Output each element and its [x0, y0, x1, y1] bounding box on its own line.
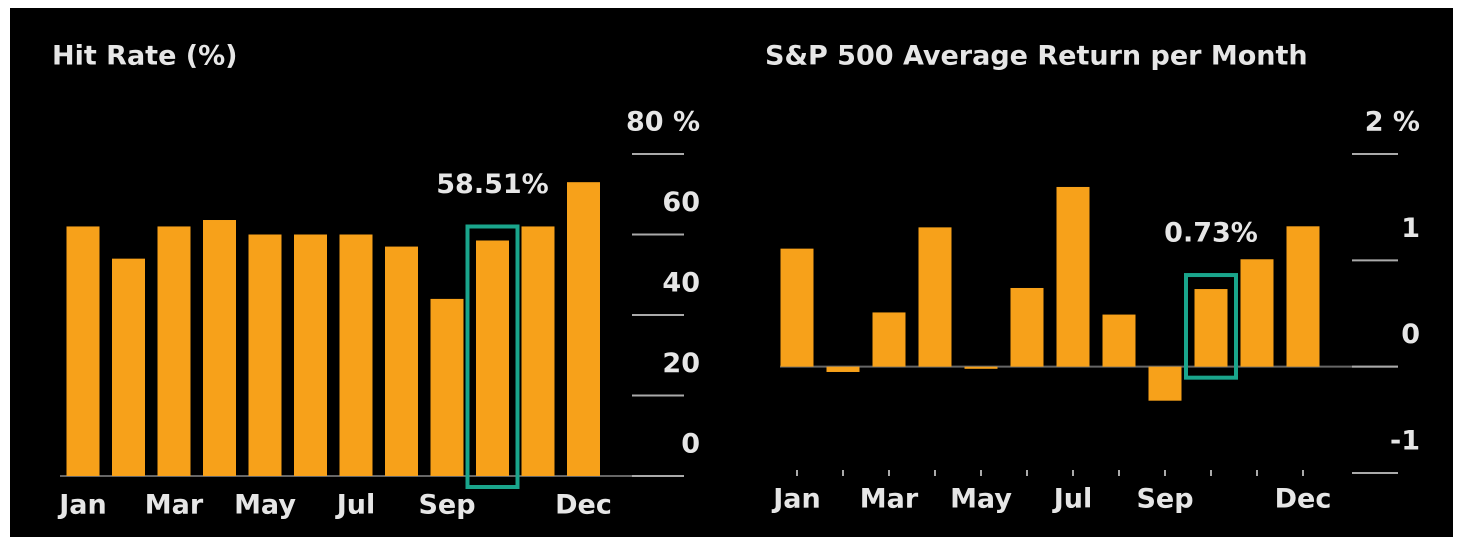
- x-tick-label: Jan: [57, 490, 107, 521]
- x-tick-label: Dec: [555, 490, 612, 521]
- bar: [918, 227, 952, 367]
- y-tick-label: 0: [681, 429, 700, 460]
- bar: [1010, 287, 1044, 367]
- value-label: 0.73%: [1164, 218, 1258, 249]
- bar: [1148, 366, 1182, 401]
- bar: [112, 258, 145, 476]
- bar: [203, 220, 236, 476]
- bar: [1240, 259, 1274, 367]
- chart-title: S&P 500 Average Return per Month: [765, 41, 1308, 72]
- y-tick-label: -1: [1390, 426, 1420, 457]
- x-tick-label: Jul: [335, 490, 376, 521]
- x-tick-label: Mar: [860, 484, 919, 515]
- x-tick-label: Sep: [418, 490, 475, 521]
- x-tick-label: Dec: [1275, 484, 1332, 515]
- bar: [430, 298, 464, 476]
- y-tick-label: 60: [662, 187, 700, 218]
- bar: [1056, 186, 1090, 367]
- y-tick-label: 20: [662, 348, 700, 379]
- bar: [339, 234, 373, 476]
- bar: [826, 366, 860, 372]
- bar: [1102, 314, 1136, 367]
- bar: [521, 226, 555, 476]
- chart-title: Hit Rate (%): [52, 41, 238, 72]
- x-tick-label: Sep: [1136, 484, 1193, 515]
- y-tick-label: 1: [1401, 213, 1420, 244]
- y-tick-label: 40: [662, 268, 700, 299]
- bar: [476, 240, 509, 476]
- bar: [248, 234, 282, 476]
- x-tick-label: May: [234, 490, 296, 521]
- highlight-box: [465, 224, 520, 489]
- highlight-box: [1184, 273, 1238, 380]
- bar: [1194, 289, 1228, 367]
- bar: [964, 366, 998, 369]
- bar: [294, 234, 327, 476]
- x-tick-label: Jul: [1052, 484, 1093, 515]
- bar: [157, 226, 191, 476]
- bar: [567, 182, 600, 477]
- y-tick-label: 0: [1401, 319, 1420, 350]
- x-tick-label: Mar: [145, 490, 204, 521]
- bar: [872, 312, 906, 367]
- y-tick-label: 80 %: [626, 107, 700, 138]
- bar: [1286, 226, 1320, 367]
- x-tick-label: Jan: [771, 484, 821, 515]
- bar: [780, 248, 814, 367]
- bar: [66, 226, 100, 476]
- x-tick-label: May: [950, 484, 1012, 515]
- value-label: 58.51%: [436, 169, 548, 200]
- y-tick-label: 2 %: [1365, 107, 1420, 138]
- bar: [385, 246, 418, 476]
